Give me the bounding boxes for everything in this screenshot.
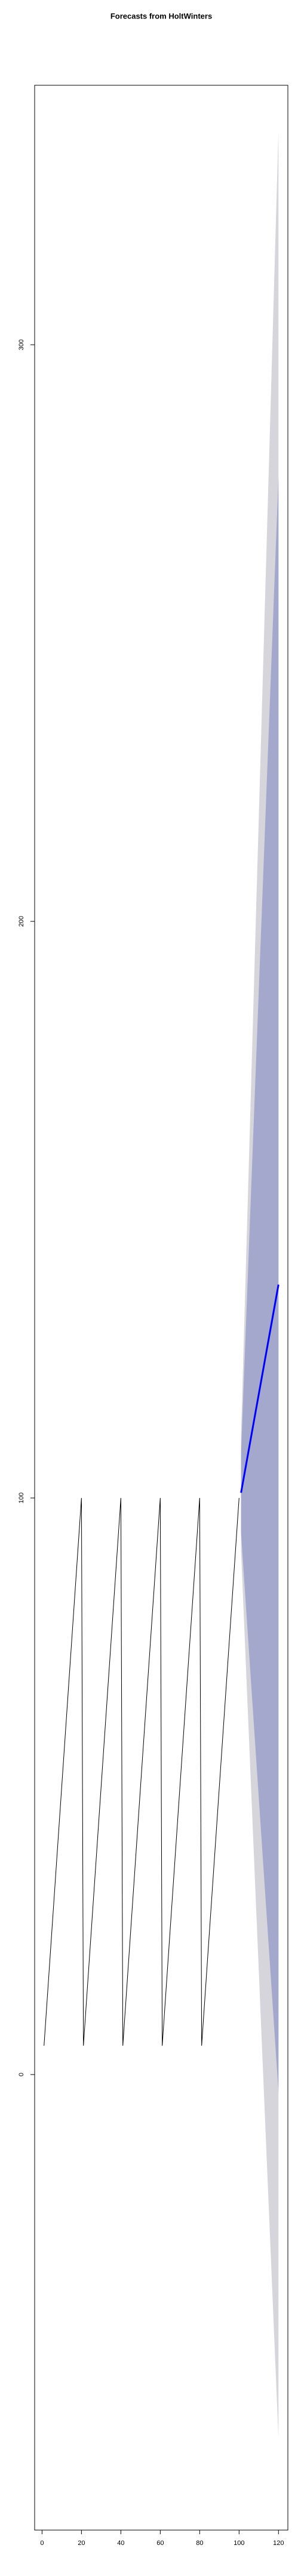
forecast-mean-line bbox=[240, 1284, 280, 1493]
y-tick-label: 100 bbox=[18, 1493, 25, 1503]
plot-frame bbox=[34, 85, 288, 2531]
x-tick-label: 0 bbox=[40, 2540, 44, 2547]
y-tick-label: 200 bbox=[18, 916, 25, 927]
x-tick-label: 80 bbox=[196, 2540, 203, 2547]
x-tick-label: 60 bbox=[156, 2540, 164, 2547]
y-tick-label: 0 bbox=[18, 2073, 25, 2076]
x-tick-label: 20 bbox=[78, 2540, 85, 2547]
x-tick-label: 100 bbox=[234, 2540, 244, 2547]
chart-title: Forecasts from HoltWinters bbox=[110, 11, 212, 20]
x-tick-label: 40 bbox=[117, 2540, 124, 2547]
observed-line bbox=[44, 1498, 239, 2046]
band-80 bbox=[241, 477, 279, 2092]
x-tick-label: 120 bbox=[273, 2540, 284, 2547]
y-tick-label: 300 bbox=[18, 339, 25, 350]
